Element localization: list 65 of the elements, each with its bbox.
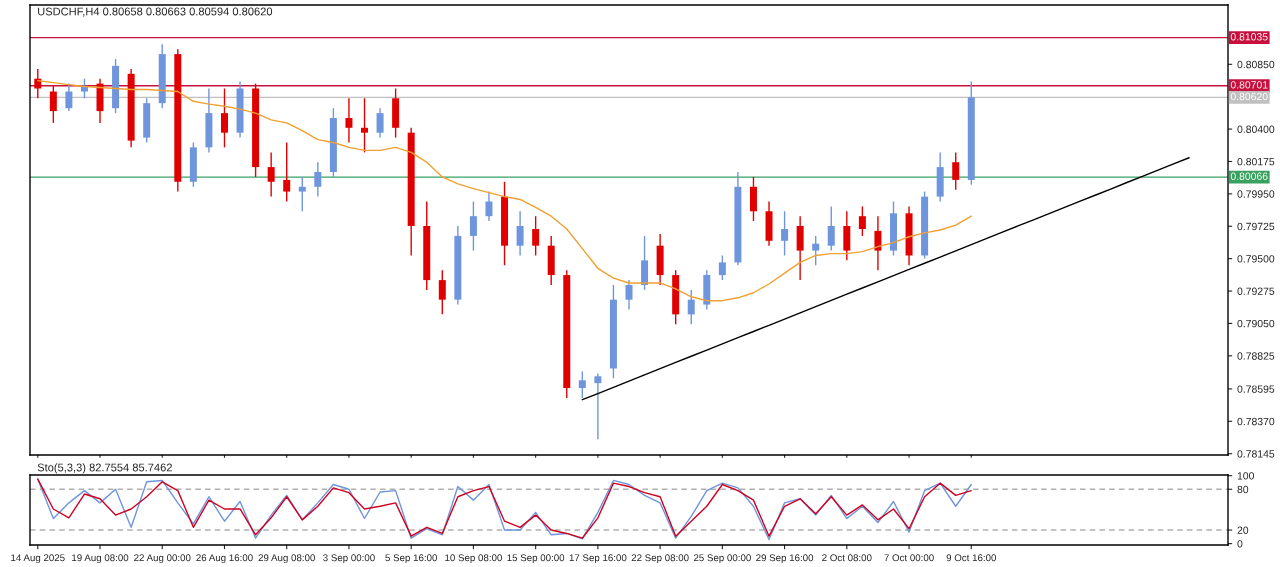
category-label: 22 Sep 08:00: [631, 554, 689, 564]
category-label: 7 Oct 00:00: [884, 554, 934, 562]
ref-line-label: 0.81035: [1230, 33, 1268, 41]
y-tick-label: 0.80850: [1237, 60, 1275, 69]
y-tick-label: 0.79275: [1237, 287, 1275, 295]
line-series: [581, 157, 1190, 401]
candlestick: [858, 205, 866, 237]
candlestick: [376, 107, 384, 139]
y-tick-label: 0.79950: [1237, 190, 1275, 198]
category-label: 25 Sep 00:00: [693, 554, 751, 564]
y-tick-label: 0.80175: [1237, 157, 1275, 166]
candlestick: [485, 190, 493, 222]
category-label: 9 Oct 16:00: [946, 554, 997, 562]
ref-line-label: 0.80620: [1230, 92, 1268, 101]
y-tick-label: 0.80400: [1237, 125, 1275, 133]
candlestick: [827, 205, 835, 252]
y-tick-label: 100: [1237, 472, 1254, 480]
candlestick: [594, 372, 602, 440]
ref-line-label: 0.80701: [1230, 81, 1268, 89]
y-tick-label: 0.79500: [1237, 255, 1275, 263]
candlestick: [438, 269, 446, 316]
category-label: 29 Sep 16:00: [756, 554, 814, 564]
candlestick: [578, 370, 586, 399]
y-tick-label: 0: [1237, 540, 1243, 548]
candlestick: [687, 289, 695, 325]
candlestick: [952, 151, 960, 191]
chart-title: USDCHF,H4 0.80658 0.80663 0.80594 0.80620: [38, 7, 273, 17]
candlestick: [718, 254, 726, 281]
y-tick-label: 0.78370: [1237, 417, 1275, 426]
candlestick: [874, 215, 882, 271]
y-tick-label: 20: [1237, 526, 1249, 534]
candlestick: [625, 279, 633, 311]
candlestick: [298, 176, 306, 212]
y-tick-label: 0.78595: [1237, 385, 1275, 393]
category-label: 14 Aug 2025: [11, 554, 65, 564]
category-label: 3 Sep 00:00: [323, 554, 375, 564]
chart-title: Sto(5,3,3) 82.7554 85.7462: [37, 463, 172, 474]
category-label: 15 Sep 00:00: [507, 554, 565, 564]
candlestick: [220, 87, 228, 149]
ref-line-label: 0.80066: [1230, 172, 1268, 180]
candlestick: [516, 210, 524, 257]
category-label: 19 Aug 08:00: [72, 554, 129, 564]
candlestick: [812, 235, 820, 266]
candlestick: [65, 82, 73, 112]
candlestick: [345, 97, 353, 144]
category-label: 22 Aug 00:00: [134, 554, 191, 564]
category-label: 2 Oct 08:00: [822, 554, 872, 562]
category-label: 26 Aug 16:00: [196, 554, 253, 564]
y-tick-label: 80: [1237, 485, 1249, 494]
candlestick: [469, 200, 477, 252]
category-label: 5 Sep 16:00: [385, 554, 438, 564]
y-tick-label: 0.79725: [1237, 222, 1275, 231]
candlestick: [532, 215, 540, 257]
candlestick: [361, 97, 369, 154]
candlestick: [283, 141, 291, 203]
y-tick-label: 0.79050: [1237, 319, 1275, 328]
candlestick: [314, 161, 322, 198]
category-label: 10 Sep 08:00: [445, 554, 502, 564]
candlestick: [49, 84, 57, 124]
y-tick-label: 0.78145: [1237, 450, 1275, 458]
category-label: 29 Aug 08:00: [258, 554, 315, 564]
candlestick: [781, 210, 789, 257]
category-label: 17 Sep 16:00: [569, 554, 627, 564]
candlestick: [267, 151, 275, 198]
y-tick-label: 0.78825: [1237, 352, 1275, 360]
